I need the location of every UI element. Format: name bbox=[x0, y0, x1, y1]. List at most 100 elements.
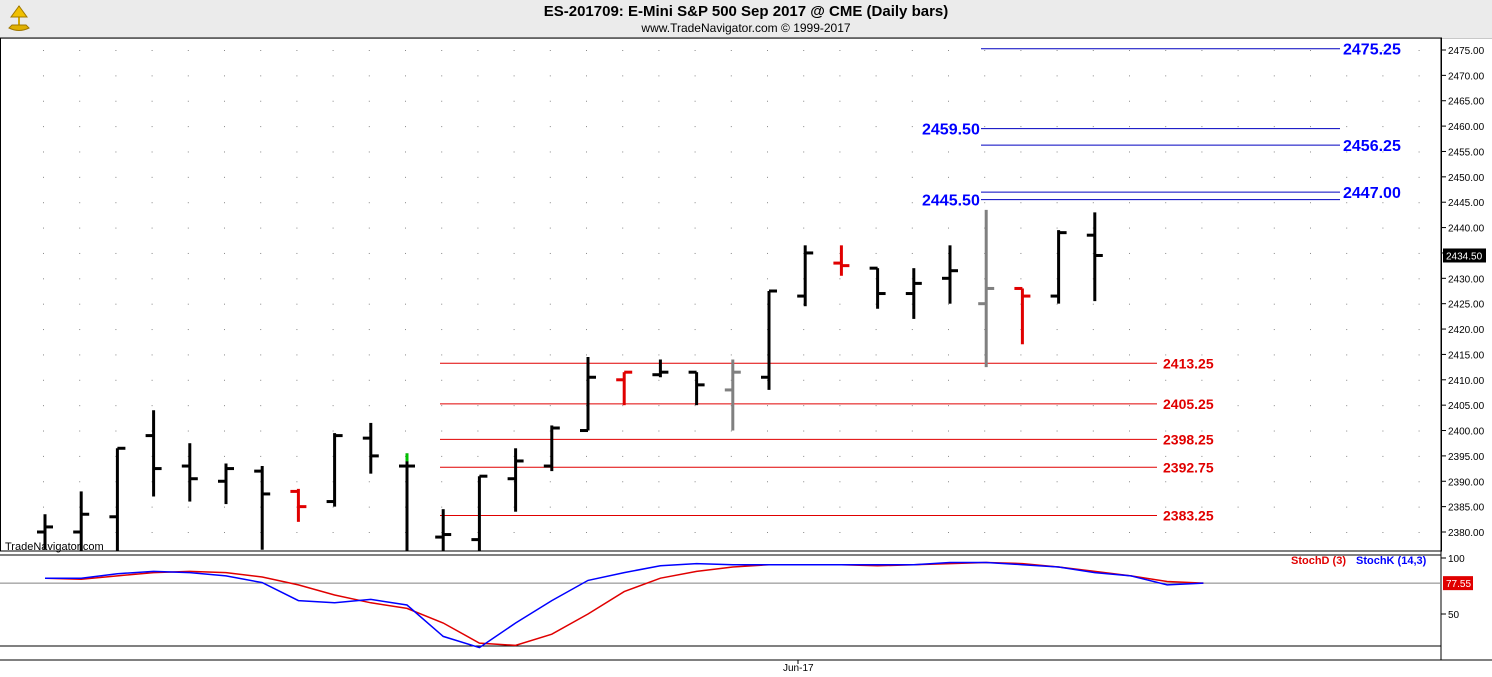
grid-dot bbox=[296, 303, 298, 305]
grid-dot bbox=[1418, 202, 1420, 204]
grid-dot bbox=[1129, 176, 1130, 178]
ohlc-bar bbox=[688, 370, 705, 406]
grid-dot bbox=[1418, 227, 1420, 229]
grid-dot bbox=[1237, 126, 1239, 128]
grid-dot bbox=[1382, 532, 1384, 533]
grid-dot bbox=[622, 227, 624, 229]
grid-dot bbox=[260, 278, 262, 280]
grid-dot bbox=[151, 303, 153, 305]
grid-dot bbox=[477, 151, 479, 153]
watermark: TradeNavigator.com bbox=[5, 541, 104, 553]
ohlc-bar bbox=[254, 466, 271, 550]
grid-dot bbox=[296, 252, 298, 254]
grid-dot bbox=[730, 100, 732, 102]
grid-dot bbox=[549, 151, 551, 153]
grid-dot bbox=[368, 227, 370, 229]
grid-dot bbox=[1346, 126, 1348, 128]
grid-dot bbox=[694, 252, 696, 254]
grid-dot bbox=[1273, 303, 1275, 305]
grid-dot bbox=[296, 532, 298, 533]
grid-dot bbox=[332, 532, 334, 533]
grid-dot bbox=[115, 50, 117, 51]
grid-dot bbox=[803, 430, 805, 432]
grid-dot bbox=[224, 202, 225, 204]
grid-dot bbox=[1273, 176, 1275, 178]
grid-dot bbox=[187, 75, 189, 77]
grid-dot bbox=[1346, 506, 1348, 508]
grid-dot bbox=[767, 126, 768, 128]
grid-dot bbox=[984, 202, 986, 204]
grid-dot bbox=[1020, 455, 1022, 457]
grid-dot bbox=[368, 126, 370, 128]
price-tick-label: 2410.00 bbox=[1448, 376, 1485, 387]
grid-dot bbox=[1056, 227, 1058, 229]
grid-dot bbox=[984, 126, 986, 128]
grid-dot bbox=[43, 303, 44, 305]
resistance-label: 2459.50 bbox=[922, 122, 980, 139]
grid-dot bbox=[1129, 329, 1130, 331]
grid-dot bbox=[658, 202, 660, 204]
grid-dot bbox=[1056, 354, 1058, 356]
grid-dot bbox=[1165, 532, 1167, 533]
grid-dot bbox=[43, 100, 44, 102]
grid-dot bbox=[984, 176, 986, 178]
grid-dot bbox=[1165, 252, 1167, 254]
grid-dot bbox=[115, 354, 117, 356]
grid-dot bbox=[79, 278, 81, 280]
grid-dot bbox=[115, 252, 117, 254]
grid-dot bbox=[694, 506, 696, 508]
grid-dot bbox=[658, 354, 660, 356]
grid-dot bbox=[151, 75, 153, 77]
grid-dot bbox=[803, 126, 805, 128]
grid-dot bbox=[1346, 252, 1348, 254]
grid-dot bbox=[911, 430, 913, 432]
grid-dot bbox=[1020, 176, 1022, 178]
grid-dot bbox=[1346, 532, 1348, 533]
grid-dot bbox=[875, 430, 877, 432]
grid-dot bbox=[441, 202, 443, 204]
grid-dot bbox=[187, 379, 189, 381]
price-bars bbox=[37, 209, 1103, 551]
grid-dot bbox=[730, 151, 732, 153]
grid-dot bbox=[803, 329, 805, 331]
grid-dot bbox=[622, 252, 624, 254]
grid-dot bbox=[911, 455, 913, 457]
grid-dot bbox=[586, 176, 587, 178]
grid-dot bbox=[1418, 329, 1420, 331]
support-label: 2398.25 bbox=[1163, 431, 1214, 447]
grid-dot bbox=[1418, 354, 1420, 356]
grid-dot bbox=[1273, 405, 1275, 407]
grid-dot bbox=[1418, 100, 1420, 102]
grid-dot bbox=[1165, 354, 1167, 356]
grid-dot bbox=[441, 354, 443, 356]
grid-dot bbox=[1310, 354, 1311, 356]
grid-dot bbox=[1056, 100, 1058, 102]
grid-dot bbox=[477, 50, 479, 51]
grid-dot bbox=[296, 50, 298, 51]
grid-dot bbox=[441, 506, 443, 508]
grid-dot bbox=[187, 126, 189, 128]
grid-dot bbox=[1092, 405, 1094, 407]
ohlc-bar bbox=[399, 453, 415, 551]
grid-dot bbox=[1382, 75, 1384, 77]
grid-dot bbox=[767, 151, 768, 153]
grid-dot bbox=[839, 506, 841, 508]
grid-dot bbox=[622, 126, 624, 128]
grid-dot bbox=[803, 100, 805, 102]
time-tick-label: Jun-17 bbox=[783, 663, 814, 674]
grid-dot bbox=[513, 379, 515, 381]
grid-dot bbox=[658, 405, 660, 407]
grid-dot bbox=[260, 176, 262, 178]
ohlc-bar bbox=[580, 356, 596, 433]
grid-dot bbox=[1310, 405, 1311, 407]
grid-dot bbox=[1201, 329, 1203, 331]
ohlc-bar bbox=[942, 245, 958, 304]
grid-dot bbox=[1273, 202, 1275, 204]
grid-dot bbox=[622, 176, 624, 178]
grid-dot bbox=[405, 151, 406, 153]
grid-dot bbox=[549, 50, 551, 51]
grid-dot bbox=[1310, 278, 1311, 280]
grid-dot bbox=[441, 455, 443, 457]
grid-dot bbox=[839, 481, 841, 483]
grid-dot bbox=[1418, 303, 1420, 305]
